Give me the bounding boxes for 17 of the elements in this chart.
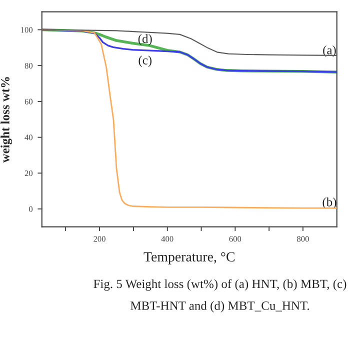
y-tick-label: 0 [29, 206, 33, 212]
y-tick-label: 100 [21, 27, 33, 33]
y-tick-label: 20 [24, 170, 33, 176]
x-tick-label: 400 [161, 236, 174, 242]
y-axis-title: weight loss wt% [0, 77, 12, 163]
x-axis-title: Temperature, °C [144, 252, 234, 264]
y-tick-label: 80 [24, 62, 33, 69]
annotation: (c) [138, 56, 152, 67]
y-tick-label: 60 [24, 98, 33, 104]
x-tick-label: 600 [229, 236, 242, 242]
annotation: (a) [323, 46, 336, 57]
x-tick-label: 200 [94, 236, 106, 242]
x-tick-label: 800 [297, 236, 309, 242]
annotation: (d) [138, 34, 152, 46]
annotation: (b) [322, 198, 336, 209]
caption: Fig. 5 Weight loss (wt%) of (a) HNT, (b) MBT, (c) MBT-HNT and (d) MBT_Cu_HNT. [94, 279, 346, 312]
y-tick-label: 40 [24, 134, 33, 140]
